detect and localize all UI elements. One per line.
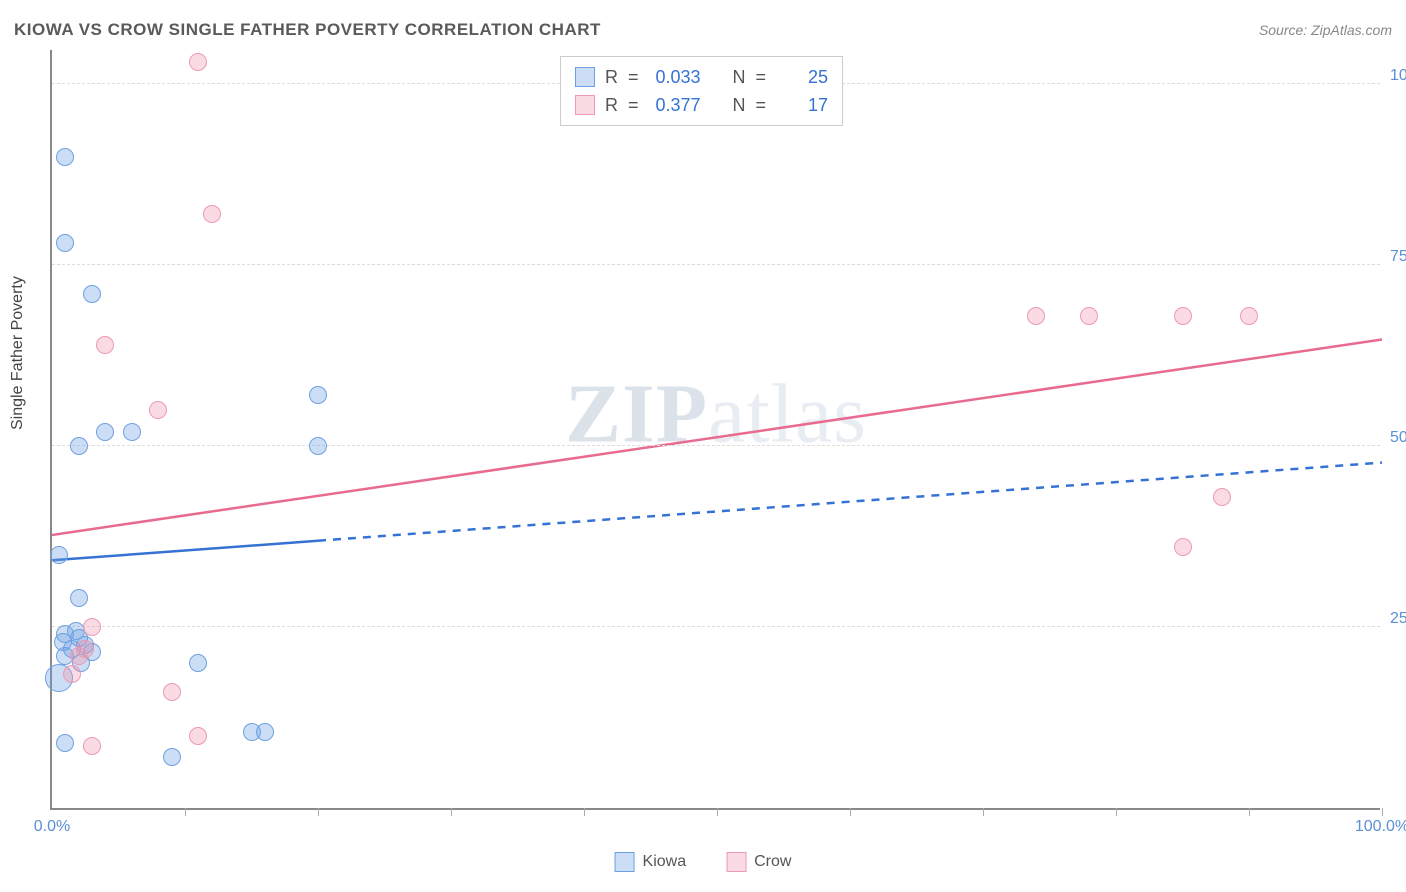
- data-point: [83, 285, 101, 303]
- data-point: [63, 665, 81, 683]
- series-legend: Kiowa Crow: [615, 852, 792, 872]
- xtick-mark: [318, 808, 319, 816]
- data-point: [1174, 307, 1192, 325]
- data-point: [163, 748, 181, 766]
- xtick-mark: [584, 808, 585, 816]
- xtick-mark: [1382, 808, 1383, 816]
- data-point: [189, 53, 207, 71]
- data-point: [309, 386, 327, 404]
- data-point: [70, 437, 88, 455]
- xtick-mark: [983, 808, 984, 816]
- legend-swatch: [575, 95, 595, 115]
- data-point: [96, 423, 114, 441]
- data-point: [123, 423, 141, 441]
- data-point: [163, 683, 181, 701]
- xtick-mark: [1116, 808, 1117, 816]
- data-point: [203, 205, 221, 223]
- data-point: [56, 734, 74, 752]
- data-point: [149, 401, 167, 419]
- data-point: [1027, 307, 1045, 325]
- y-axis-label: Single Father Poverty: [9, 276, 27, 430]
- xtick-label: 0.0%: [34, 818, 70, 836]
- ytick-label: 25.0%: [1390, 610, 1406, 628]
- xtick-label: 100.0%: [1355, 818, 1406, 836]
- legend-swatch: [575, 67, 595, 87]
- xtick-mark: [850, 808, 851, 816]
- xtick-mark: [1249, 808, 1250, 816]
- data-point: [1240, 307, 1258, 325]
- ytick-label: 100.0%: [1390, 67, 1406, 85]
- data-point: [256, 723, 274, 741]
- legend-swatch: [615, 852, 635, 872]
- ytick-label: 50.0%: [1390, 429, 1406, 447]
- data-point: [56, 148, 74, 166]
- data-point: [83, 618, 101, 636]
- stats-legend: R=0.033N=25R=0.377N=17: [560, 56, 843, 126]
- data-point: [54, 633, 72, 651]
- legend-item: Kiowa: [615, 852, 687, 872]
- data-point: [1213, 488, 1231, 506]
- stats-row: R=0.033N=25: [575, 63, 828, 91]
- gridline: [52, 445, 1380, 446]
- chart-title: KIOWA VS CROW SINGLE FATHER POVERTY CORR…: [14, 20, 601, 40]
- data-point: [1080, 307, 1098, 325]
- data-point: [1174, 538, 1192, 556]
- data-point: [96, 336, 114, 354]
- source-label: Source: ZipAtlas.com: [1259, 22, 1392, 38]
- xtick-mark: [717, 808, 718, 816]
- trend-lines: [52, 50, 1382, 810]
- data-point: [50, 546, 68, 564]
- data-point: [189, 727, 207, 745]
- ytick-label: 75.0%: [1390, 248, 1406, 266]
- data-point: [189, 654, 207, 672]
- stats-row: R=0.377N=17: [575, 91, 828, 119]
- gridline: [52, 264, 1380, 265]
- scatter-plot-area: ZIPatlas 25.0%50.0%75.0%100.0%0.0%100.0%: [50, 50, 1380, 810]
- gridline: [52, 626, 1380, 627]
- data-point: [70, 647, 88, 665]
- watermark: ZIPatlas: [565, 365, 867, 462]
- legend-item: Crow: [726, 852, 791, 872]
- xtick-mark: [185, 808, 186, 816]
- data-point: [70, 589, 88, 607]
- legend-swatch: [726, 852, 746, 872]
- xtick-mark: [451, 808, 452, 816]
- data-point: [309, 437, 327, 455]
- data-point: [83, 737, 101, 755]
- data-point: [56, 234, 74, 252]
